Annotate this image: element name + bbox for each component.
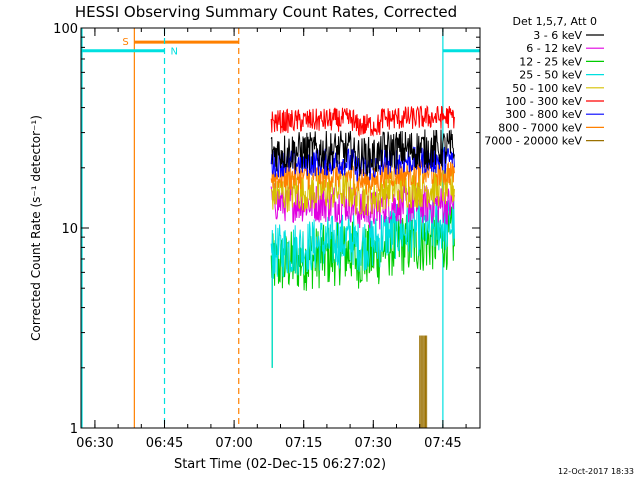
y-tick-label: 10 [61, 222, 78, 237]
saa-label: S [122, 37, 128, 48]
series-line-7 [270, 159, 455, 196]
series-line-5 [270, 105, 455, 137]
y-axis: 1 10 100 [53, 22, 480, 437]
legend-label-1: 6 - 12 keV [526, 42, 582, 55]
x-tick-label: 06:30 [76, 436, 113, 451]
x-tick-label: 06:45 [146, 436, 183, 451]
legend-label-2: 12 - 25 keV [519, 55, 582, 68]
chart-title: HESSI Observing Summary Count Rates, Cor… [75, 3, 457, 21]
series-line-0 [270, 129, 455, 177]
legend-label-6: 300 - 800 keV [505, 108, 582, 121]
series-layer [270, 105, 455, 428]
x-tick-label: 07:45 [424, 436, 461, 451]
legend-label-5: 100 - 300 keV [505, 95, 582, 108]
y-axis-label: Corrected Count Rate (s⁻¹ detector⁻¹) [29, 115, 43, 341]
x-tick-label: 07:30 [355, 436, 392, 451]
night-label: N [171, 47, 178, 58]
x-tick-label: 07:15 [285, 436, 322, 451]
legend-title: Det 1,5,7, Att 0 [513, 15, 597, 28]
legend-label-8: 7000 - 20000 keV [484, 135, 582, 148]
legend-label-0: 3 - 6 keV [533, 29, 582, 42]
legend-label-4: 50 - 100 keV [512, 82, 582, 95]
legend-label-7: 800 - 7000 keV [498, 121, 582, 134]
x-tick-label: 07:00 [215, 436, 252, 451]
x-axis-label: Start Time (02-Dec-15 06:27:02) [174, 457, 386, 472]
x-axis: 06:30 06:45 07:00 07:15 07:30 07:45 [76, 28, 467, 451]
y-tick-label: 100 [53, 22, 78, 37]
y-tick-label: 1 [70, 422, 78, 437]
legend-label-3: 25 - 50 keV [519, 69, 582, 82]
generation-timestamp: 12-Oct-2017 18:33 [558, 467, 634, 476]
